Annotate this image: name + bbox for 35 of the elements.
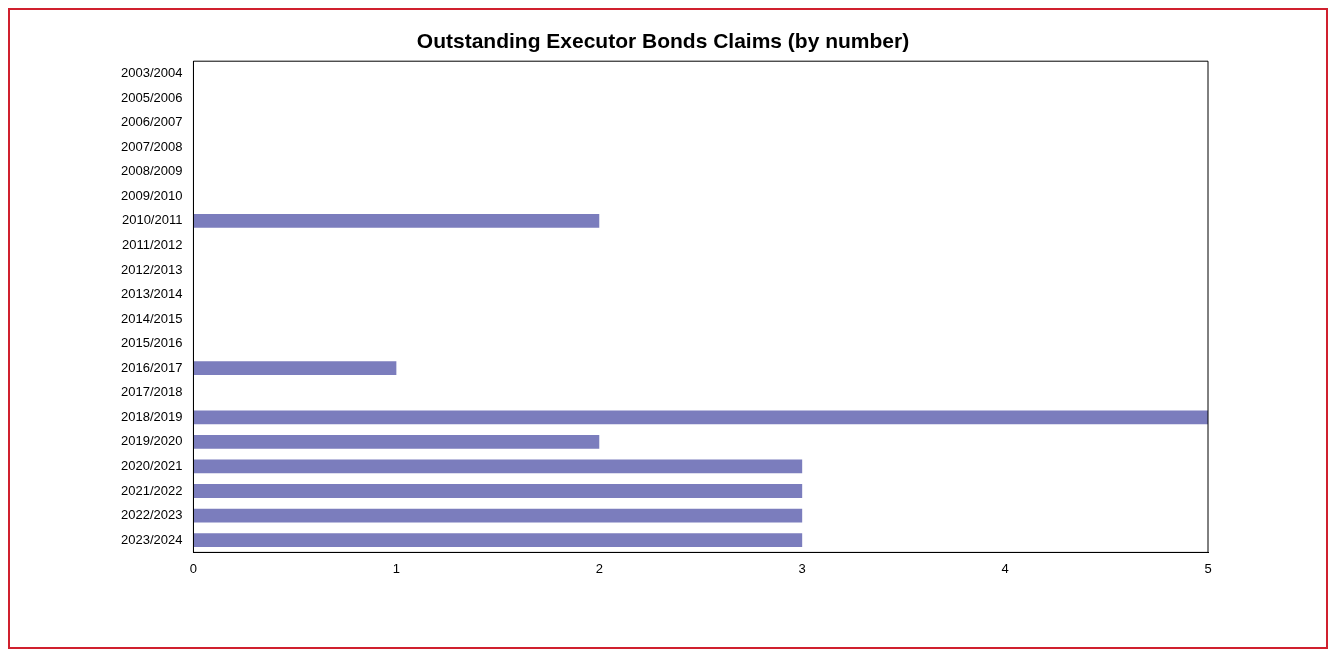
x-tick-label: 1 [392,560,400,576]
y-tick-label: 2005/2006 [121,89,183,105]
y-tick-label: 2022/2023 [121,507,183,523]
y-tick-label: 2008/2009 [121,163,183,179]
x-tick-label: 5 [1204,560,1212,576]
y-tick-label: 2017/2018 [121,384,183,400]
bar [193,508,803,523]
y-tick-label: 2006/2007 [121,114,183,130]
y-tick-label: 2023/2024 [121,531,183,547]
y-tick-label: 2003/2004 [121,65,183,81]
bar [193,484,803,498]
x-tick-label: 4 [1001,560,1009,576]
y-tick-label: 2009/2010 [121,187,183,203]
y-tick-label: 2016/2017 [121,359,183,375]
y-tick-label: 2020/2021 [121,458,183,474]
y-tick-label: 2015/2016 [121,335,183,351]
x-tick-label: 0 [189,560,198,576]
x-tick-label: 3 [798,560,806,576]
bar [193,459,803,474]
x-tick-label: 2 [595,560,603,576]
bar [193,213,600,228]
chart-title: Outstanding Executor Bonds Claims (by number) [416,29,910,53]
y-tick-label: 2010/2011 [121,212,183,228]
y-tick-label: 2021/2022 [121,482,183,498]
bar [193,410,1208,425]
bar [193,435,600,449]
y-tick-label: 2012/2013 [121,261,183,277]
y-tick-label: 2011/2012 [121,236,183,252]
y-tick-label: 2014/2015 [121,310,183,326]
y-tick-label: 2019/2020 [121,433,183,449]
y-tick-label: 2007/2008 [121,138,183,154]
y-tick-label: 2018/2019 [121,408,183,424]
bar [193,533,803,547]
y-tick-label: 2013/2014 [121,286,183,302]
bar [193,361,397,376]
